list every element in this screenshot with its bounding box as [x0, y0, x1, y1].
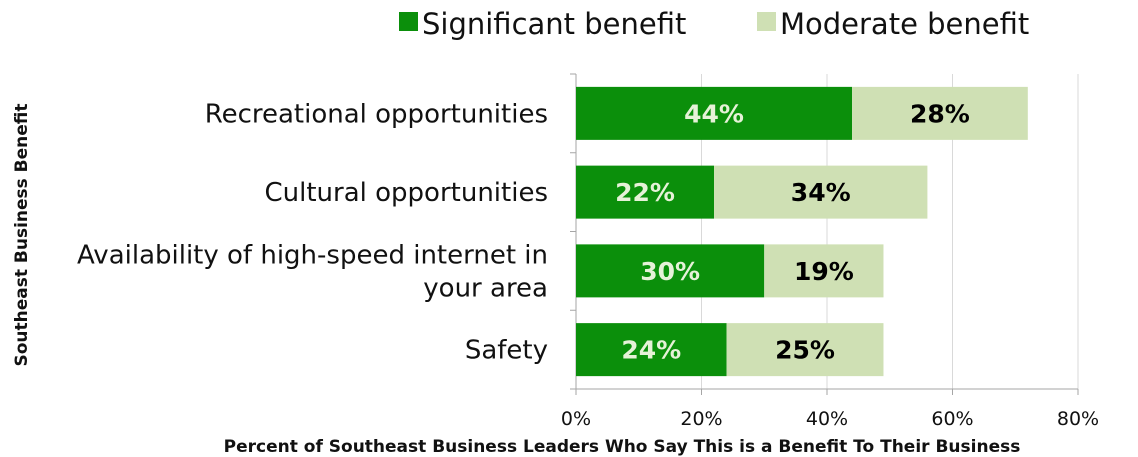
x-tick-label: 60% — [931, 408, 973, 430]
data-label: 24% — [621, 336, 681, 365]
legend-swatch-moderate — [757, 12, 776, 31]
data-label: 25% — [775, 336, 835, 365]
data-label: 30% — [640, 257, 700, 286]
category-label-line: your area — [423, 273, 548, 303]
category-label: Cultural opportunities — [265, 178, 549, 208]
bar-segment-significant — [576, 86, 853, 140]
category-label: Availability of high-speed internet in yo… — [77, 240, 548, 303]
legend-label-moderate: Moderate benefit — [780, 7, 1029, 41]
category-label: Safety — [465, 336, 548, 366]
x-tick-label: 20% — [680, 408, 722, 430]
legend: Significant benefit Moderate benefit — [399, 7, 1029, 41]
legend-label-significant: Significant benefit — [422, 7, 686, 41]
data-label: 19% — [794, 257, 854, 286]
category-label-line: Recreational opportunities — [205, 99, 548, 129]
category-label-line: Availability of high-speed internet in — [77, 240, 548, 270]
bar-segment-significant — [576, 323, 727, 377]
category-label-line: Safety — [465, 336, 548, 366]
data-label: 22% — [615, 178, 675, 207]
data-label: 28% — [910, 99, 970, 128]
bar-segment-significant — [576, 165, 715, 219]
x-tick-labels: 0% 20% 40% 60% 80% — [561, 408, 1099, 430]
bar-segment-moderate — [714, 165, 928, 219]
category-labels: Recreational opportunities Cultural oppor… — [77, 99, 548, 365]
category-label-line: Cultural opportunities — [265, 178, 549, 208]
legend-swatch-significant — [399, 12, 418, 31]
bar-segment-significant — [576, 244, 765, 298]
data-label: 44% — [684, 99, 744, 128]
x-tick-label: 40% — [806, 408, 848, 430]
category-label: Recreational opportunities — [205, 99, 548, 129]
y-axis-title: Southeast Business Benefit — [12, 103, 32, 366]
bar-segment-moderate — [726, 323, 884, 377]
x-tick-label: 80% — [1057, 408, 1099, 430]
bar-segment-moderate — [764, 244, 884, 298]
x-axis-title: Percent of Southeast Business Leaders Wh… — [224, 437, 1021, 457]
x-tick-label: 0% — [561, 408, 591, 430]
data-label: 34% — [791, 178, 851, 207]
bars: 44% 28% 22% 34% 30% 19% 24% 25% — [576, 86, 1028, 377]
bar-segment-moderate — [852, 86, 1028, 140]
